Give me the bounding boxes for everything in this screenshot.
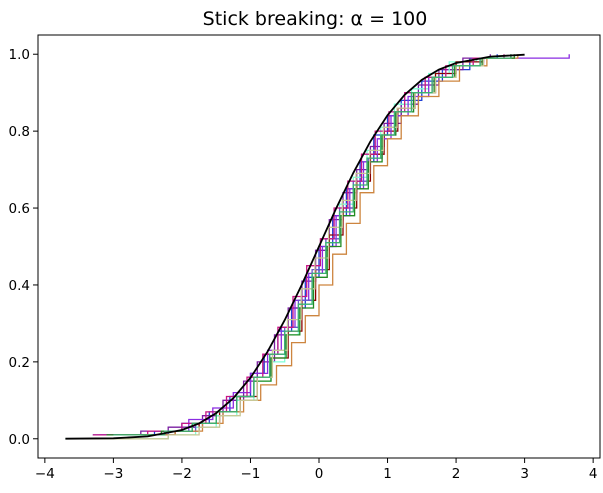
ecdf-series-3 — [65, 54, 505, 440]
ecdf-series-4 — [113, 54, 512, 436]
ecdf-series-1 — [92, 54, 498, 436]
y-tick-label: 0.4 — [9, 278, 30, 294]
ecdf-series-5 — [99, 54, 570, 436]
y-tick-label: 1.0 — [9, 47, 30, 63]
ecdf-series-9 — [106, 54, 515, 436]
x-tick-label: 2 — [452, 466, 461, 482]
y-tick-label: 0.0 — [9, 432, 30, 448]
x-tick-label: 1 — [383, 466, 392, 482]
series-layer — [65, 54, 570, 440]
x-tick-label: −1 — [241, 466, 261, 482]
ecdf-series-2 — [106, 54, 491, 436]
ecdf-series-10 — [79, 54, 512, 440]
y-tick-label: 0.2 — [9, 355, 30, 371]
chart-title: Stick breaking: α = 100 — [203, 8, 428, 30]
x-tick-label: 3 — [520, 466, 529, 482]
ecdf-series-7 — [92, 54, 505, 436]
x-tick-label: −4 — [35, 466, 55, 482]
y-axis: 0.0 0.2 0.4 0.6 0.8 1.0 — [9, 47, 38, 448]
x-tick-label: 4 — [589, 466, 598, 482]
ecdf-series-6 — [113, 54, 512, 436]
x-tick-label: −3 — [103, 466, 123, 482]
reference-curve — [65, 53, 525, 440]
x-tick-label: −2 — [172, 466, 192, 482]
y-tick-label: 0.8 — [9, 124, 30, 140]
x-axis: −4 −3 −2 −1 0 1 2 3 4 — [35, 458, 598, 482]
y-tick-label: 0.6 — [9, 201, 30, 217]
x-tick-label: 0 — [315, 466, 324, 482]
ecdf-series-11 — [113, 54, 512, 436]
